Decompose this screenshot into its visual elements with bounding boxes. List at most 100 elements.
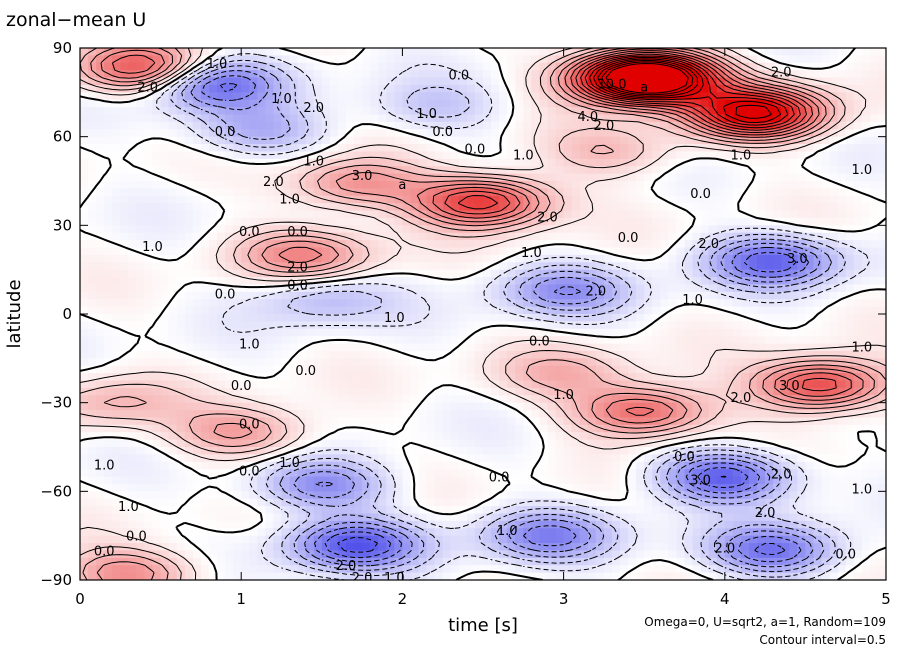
heatmap-cell	[233, 195, 242, 204]
heatmap-cell	[112, 195, 121, 204]
heatmap-cell	[579, 380, 589, 389]
heatmap-cell	[281, 99, 291, 108]
heatmap-cell	[160, 395, 170, 404]
heatmap-cell	[579, 158, 589, 167]
heatmap-cell	[466, 306, 476, 315]
heatmap-cell	[740, 306, 750, 315]
heatmap-cell	[136, 336, 146, 345]
heatmap-cell	[539, 314, 549, 322]
heatmap-cell	[515, 210, 524, 219]
heatmap-cell	[249, 136, 258, 145]
heatmap-cell	[160, 358, 170, 367]
heatmap-cell	[112, 365, 121, 374]
heatmap-cell	[668, 299, 678, 308]
heatmap-cell	[652, 402, 661, 411]
heatmap-cell	[402, 291, 412, 300]
heatmap-cell	[386, 70, 395, 79]
heatmap-cell	[829, 77, 839, 86]
heatmap-cell	[176, 247, 186, 256]
heatmap-cell	[652, 62, 661, 71]
heatmap-cell	[644, 336, 653, 345]
heatmap-cell	[265, 247, 275, 256]
heatmap-cell	[458, 291, 468, 300]
heatmap-cell	[450, 299, 460, 308]
heatmap-cell	[184, 306, 194, 315]
heatmap-cell	[708, 195, 718, 204]
heatmap-cell	[426, 247, 436, 256]
heatmap-cell	[249, 350, 258, 359]
heatmap-cell	[611, 343, 621, 352]
heatmap-cell	[257, 225, 266, 234]
heatmap-cell	[515, 343, 524, 352]
heatmap-cell	[402, 247, 412, 256]
heatmap-cell	[539, 181, 549, 189]
heatmap-cell	[563, 254, 573, 263]
heatmap-cell	[458, 410, 468, 419]
heatmap-cell	[386, 166, 395, 175]
heatmap-cell	[345, 136, 355, 145]
heatmap-cell	[724, 195, 734, 204]
heatmap-cell	[442, 387, 452, 396]
heatmap-cell	[765, 173, 774, 182]
heatmap-cell	[636, 144, 645, 153]
heatmap-cell	[144, 121, 154, 130]
heatmap-cell	[144, 203, 154, 212]
heatmap-cell	[112, 328, 121, 337]
heatmap-cell	[233, 314, 242, 322]
heatmap-cell	[571, 284, 581, 293]
heatmap-cell	[474, 136, 484, 145]
heatmap-cell	[273, 321, 283, 330]
heatmap-cell	[168, 203, 178, 212]
heatmap-cell	[644, 99, 653, 108]
heatmap-cell	[813, 136, 823, 145]
heatmap-cell	[547, 395, 557, 404]
heatmap-cell	[305, 350, 315, 359]
heatmap-cell	[362, 269, 371, 278]
heatmap-cell	[225, 350, 234, 359]
heatmap-cell	[136, 217, 146, 226]
heatmap-cell	[112, 136, 121, 145]
heatmap-cell	[877, 328, 886, 337]
heatmap-cell	[337, 262, 347, 271]
heatmap-cell	[289, 291, 299, 300]
heatmap-cell	[845, 240, 855, 249]
heatmap-cell	[386, 62, 395, 71]
heatmap-cell	[273, 284, 283, 293]
heatmap-cell	[644, 380, 653, 389]
heatmap-cell	[458, 269, 468, 278]
heatmap-cell	[563, 350, 573, 359]
heatmap-cell	[192, 129, 202, 138]
heatmap-cell	[128, 92, 138, 101]
heatmap-cell	[289, 240, 299, 249]
heatmap-cell	[684, 203, 694, 212]
heatmap-cell	[329, 350, 339, 359]
heatmap-cell	[305, 84, 315, 93]
heatmap-cell	[313, 336, 323, 345]
heatmap-cell	[321, 254, 331, 263]
heatmap-cell	[88, 55, 97, 64]
heatmap-cell	[740, 62, 750, 71]
heatmap-cell	[523, 350, 532, 359]
heatmap-cell	[636, 365, 645, 374]
heatmap-cell	[362, 395, 371, 404]
heatmap-cell	[329, 144, 339, 153]
heatmap-cell	[652, 269, 661, 278]
heatmap-cell	[740, 136, 750, 145]
heatmap-cell	[329, 62, 339, 71]
heatmap-cell	[329, 181, 339, 189]
heatmap-cell	[128, 373, 138, 382]
heatmap-cell	[547, 77, 557, 86]
heatmap-cell	[354, 269, 363, 278]
heatmap-cell	[676, 62, 686, 71]
heatmap-cell	[845, 343, 855, 352]
heatmap-cell	[676, 217, 686, 226]
heatmap-cell	[507, 99, 516, 108]
heatmap-cell	[208, 306, 218, 315]
heatmap-cell	[434, 181, 444, 189]
heatmap-cell	[700, 70, 710, 79]
heatmap-cell	[781, 365, 790, 374]
heatmap-cell	[748, 210, 758, 219]
heatmap-cell	[426, 299, 436, 308]
heatmap-cell	[305, 254, 315, 263]
heatmap-cell	[458, 107, 468, 116]
